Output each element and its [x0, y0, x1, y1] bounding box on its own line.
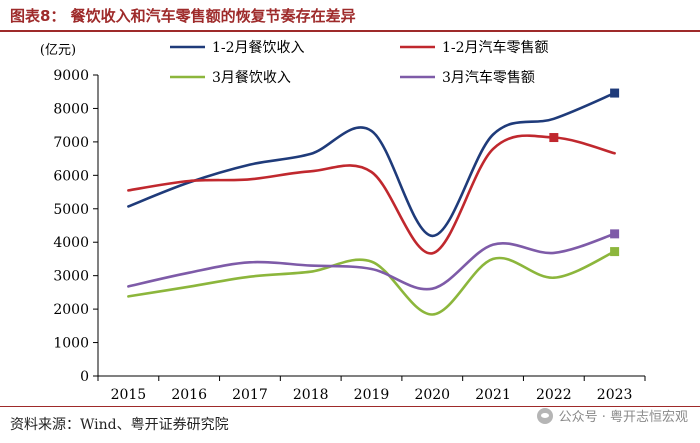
series-marker-2: [549, 133, 559, 143]
series-marker-1: [610, 88, 620, 98]
x-tick-label: 2017: [232, 387, 268, 403]
legend-label-4: 3月汽车零售额: [442, 69, 535, 86]
y-tick-label: 4000: [53, 235, 89, 251]
y-tick-label: 7000: [53, 135, 89, 151]
x-tick-label: 2018: [293, 387, 329, 403]
y-tick-label: 1000: [53, 336, 89, 352]
series-marker-4: [610, 229, 620, 239]
wechat-icon: [536, 407, 553, 424]
y-tick-label: 9000: [53, 68, 89, 84]
axes: 0 1000 2000 3000 4000 5000 6000 7000 8000 9000 201…: [53, 68, 646, 403]
figure-title: 图表8： 餐饮收入和汽车零售额的恢复节奏存在差异: [10, 7, 356, 25]
watermark-text: 公众号 · 粤开志恒宏观: [558, 410, 688, 425]
y-tick-label: 6000: [53, 168, 89, 184]
series-markers: [549, 88, 620, 257]
y-tick-label: 2000: [53, 302, 89, 318]
legend: 1-2月餐饮收入 1-2月汽车零售额 3月餐饮收入 3月汽车零售额: [170, 39, 549, 86]
x-tick-label: 2020: [414, 387, 450, 403]
watermark: 公众号 · 粤开志恒宏观: [536, 406, 688, 425]
line-chart: (亿元) 0 1000 2000 3000 4000 5000 6000 7000 8000 90…: [40, 39, 646, 403]
x-tick-label: 2023: [597, 387, 633, 403]
footer-divider: [0, 406, 700, 407]
legend-label-1: 1-2月餐饮收入: [212, 40, 305, 56]
series-line-4: [127, 232, 616, 291]
legend-label-2: 1-2月汽车零售额: [442, 39, 549, 56]
series-line-2: [127, 134, 616, 255]
source-note: 资料来源：Wind、粤开证券研究院: [10, 417, 229, 433]
x-tick-label: 2019: [354, 387, 390, 403]
x-tick-label: 2016: [171, 387, 207, 403]
legend-label-3: 3月餐饮收入: [212, 70, 291, 86]
y-tick-label: 8000: [53, 101, 89, 117]
title-bar: 图表8： 餐饮收入和汽车零售额的恢复节奏存在差异: [0, 0, 700, 32]
y-axis-unit-label: (亿元): [40, 43, 76, 58]
series-lines: [127, 91, 616, 316]
x-tick-label: 2021: [475, 387, 511, 403]
series-marker-3: [610, 247, 620, 257]
y-tick-label: 3000: [53, 269, 89, 285]
x-tick-label: 2015: [111, 387, 147, 403]
y-tick-label: 5000: [53, 202, 89, 218]
y-tick-label: 0: [80, 369, 89, 385]
series-line-3: [127, 250, 616, 316]
x-tick-label: 2022: [536, 387, 572, 403]
series-line-1: [127, 91, 616, 238]
